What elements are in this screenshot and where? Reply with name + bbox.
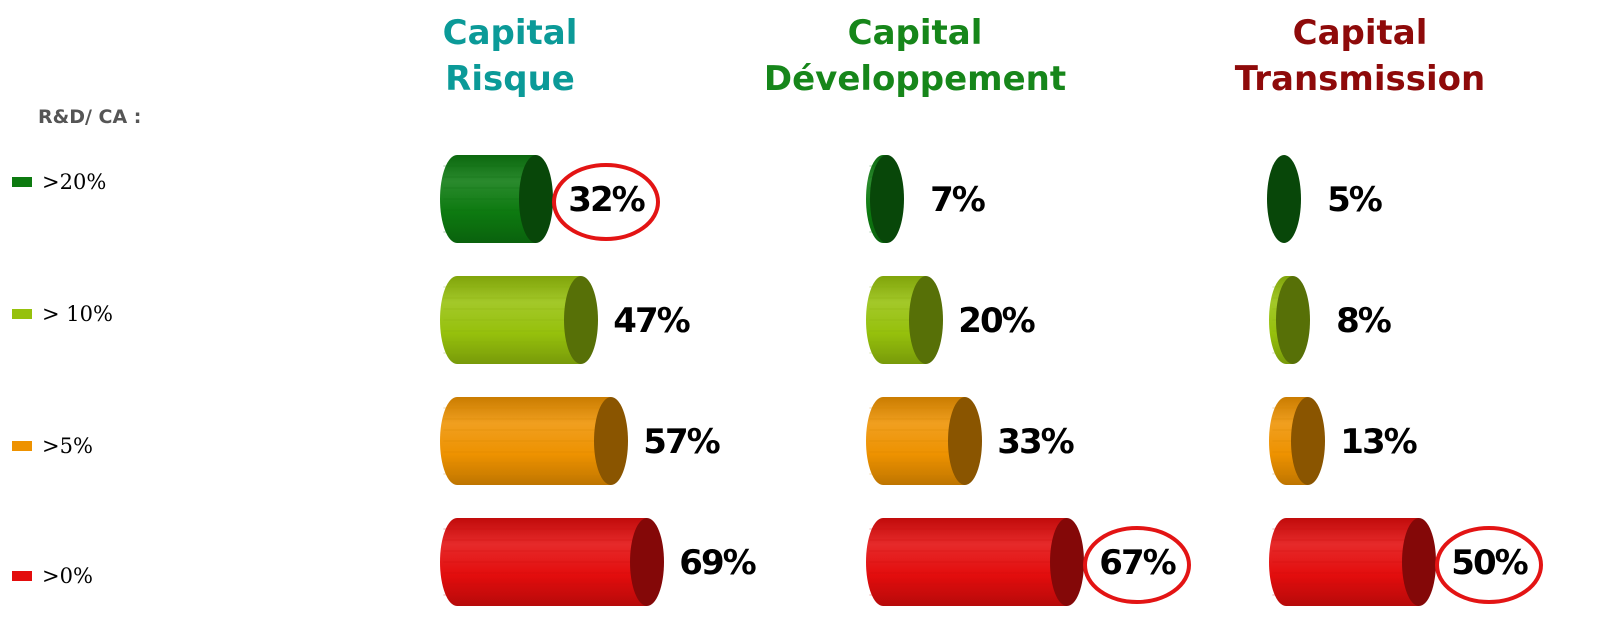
legend-item-gt20: >20% xyxy=(12,170,106,194)
bar-cap xyxy=(630,518,664,606)
bar-2-2 xyxy=(1269,397,1325,485)
bar-body xyxy=(866,276,926,364)
highlight-circle xyxy=(1435,526,1543,604)
bar-body xyxy=(866,397,965,485)
column-title-line: Développement xyxy=(763,59,1067,99)
column-title-transmission: Capital Transmission xyxy=(1225,10,1495,102)
bar-cap xyxy=(594,397,628,485)
column-title-line: Capital xyxy=(847,13,983,53)
value-label: 32% xyxy=(568,180,644,220)
legend-item-gt10: > 10% xyxy=(12,302,113,326)
legend-swatch xyxy=(12,571,32,581)
value-label: 67% xyxy=(1099,543,1175,583)
value-label: 33% xyxy=(997,422,1073,462)
bar-body xyxy=(440,276,581,364)
bar-cap xyxy=(948,397,982,485)
value-label: 69% xyxy=(679,543,755,583)
highlight-circle xyxy=(552,163,660,241)
bar-cap xyxy=(564,276,598,364)
value-label: 47% xyxy=(613,301,689,341)
legend-swatch xyxy=(12,177,32,187)
value-label: 8% xyxy=(1336,301,1391,341)
legend-item-gt5: >5% xyxy=(12,434,93,458)
legend-swatch xyxy=(12,309,32,319)
value-label: 7% xyxy=(930,180,985,220)
value-label: 13% xyxy=(1340,422,1416,462)
bar-0-1 xyxy=(440,276,598,364)
value-label: 5% xyxy=(1327,180,1382,220)
bar-0-3 xyxy=(440,518,664,606)
bar-1-1 xyxy=(866,276,943,364)
bar-cap xyxy=(519,155,553,243)
highlight-circle xyxy=(1083,526,1191,604)
bar-2-0 xyxy=(1267,155,1301,243)
bar-cap xyxy=(909,276,943,364)
bar-body xyxy=(1269,518,1419,606)
bar-body xyxy=(440,518,647,606)
column-title-line: Capital xyxy=(1292,13,1428,53)
bar-cap xyxy=(1050,518,1084,606)
column-title-line: Transmission xyxy=(1234,59,1486,99)
legend-swatch xyxy=(12,441,32,451)
column-title-line: Capital xyxy=(442,13,578,53)
legend-label: >5% xyxy=(42,434,93,458)
bar-body xyxy=(440,155,536,243)
bar-0-0 xyxy=(440,155,553,243)
legend-label: >20% xyxy=(42,170,107,194)
bar-cap xyxy=(1291,397,1325,485)
bar-2-1 xyxy=(1269,276,1310,364)
bar-cap xyxy=(870,155,904,243)
legend-item-gt0: >0% xyxy=(12,564,93,588)
bar-body xyxy=(440,397,611,485)
column-title-risque: Capital Risque xyxy=(410,10,610,102)
bar-1-2 xyxy=(866,397,982,485)
bar-2-3 xyxy=(1269,518,1436,606)
bar-1-0 xyxy=(866,155,904,243)
bar-1-3 xyxy=(866,518,1084,606)
bar-body xyxy=(866,518,1067,606)
legend-title: R&D/ CA : xyxy=(38,106,142,128)
column-title-developpement: Capital Développement xyxy=(760,10,1070,102)
bar-cap xyxy=(1402,518,1436,606)
legend-label: > 10% xyxy=(42,302,113,326)
bar-cap xyxy=(1267,155,1301,243)
bar-0-2 xyxy=(440,397,628,485)
value-label: 57% xyxy=(643,422,719,462)
value-label: 20% xyxy=(958,301,1034,341)
column-title-line: Risque xyxy=(445,59,575,99)
legend-label: >0% xyxy=(42,564,93,588)
bar-cap xyxy=(1276,276,1310,364)
value-label: 50% xyxy=(1451,543,1527,583)
